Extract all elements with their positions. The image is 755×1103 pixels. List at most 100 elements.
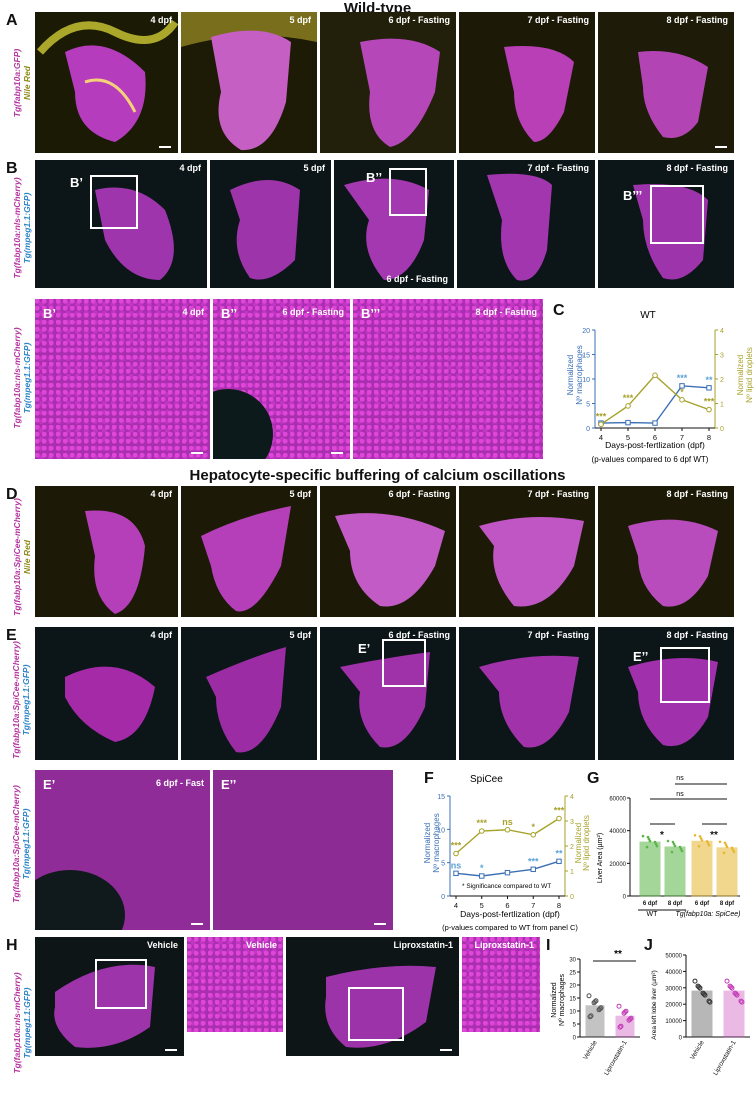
- left-tick-label: 10: [582, 377, 590, 384]
- category-label: 6 dpf: [695, 901, 710, 907]
- data-point: [653, 840, 657, 844]
- lipid-point: [598, 421, 604, 428]
- data-point: [724, 843, 728, 847]
- liver-shape: [181, 627, 317, 760]
- y-tick-label: 10000: [665, 1019, 682, 1025]
- zoom-e1-caption: 6 dpf - Fast: [155, 778, 204, 788]
- row-label-e-line2: Tg(mpeg1.1:GFP): [21, 664, 31, 736]
- chart-i-ylabel-2: Nº macrophages: [559, 974, 566, 1026]
- chart-f-left-label-2: Nº macrophages: [432, 813, 441, 872]
- x-tick-label: 4: [599, 433, 603, 442]
- data-point: [707, 999, 713, 1005]
- row-label-h-line1: Tg(fabp10a:nls-mCherry): [12, 972, 22, 1074]
- macrophage-point: [652, 420, 658, 426]
- left-tick-label: 0: [586, 426, 590, 433]
- data-point: [731, 848, 735, 852]
- chart-i-sig: **: [614, 949, 622, 960]
- x-tick-label: 8: [557, 901, 561, 910]
- panel-letter-h: H: [6, 937, 18, 954]
- liver-shape: [320, 627, 456, 760]
- panel-letter-j: J: [644, 937, 653, 954]
- panel-letter-g: G: [587, 770, 600, 787]
- chart-g-sig-top: ns: [676, 775, 684, 782]
- lipid-point: [504, 826, 511, 833]
- y-tick-label: 20000: [609, 862, 626, 868]
- chart-f-title: SpiCee: [470, 774, 503, 785]
- zoom-e2: E’’: [213, 770, 393, 930]
- macrophage-point: [556, 858, 562, 865]
- data-point: [648, 839, 652, 843]
- caption-e-1: 4 dpf: [150, 630, 173, 640]
- liver-shape: [35, 486, 178, 617]
- panel-letter-b: B: [6, 160, 18, 177]
- category-label: Liproxstatin-1: [603, 1039, 629, 1077]
- left-tick-label: 5: [586, 402, 590, 409]
- chart-j-ylabel: Area left lobe liver (µm²): [651, 970, 658, 1040]
- image-e-8dpf: E’’ 8 dpf - Fasting: [598, 627, 734, 760]
- data-point: [645, 845, 649, 849]
- data-point: [628, 1015, 634, 1021]
- row-label-h: Tg(fabp10a:nls-mCherry) Tg(mpeg1.1:GFP): [12, 943, 32, 1103]
- image-e-4dpf: 4 dpf: [35, 627, 178, 760]
- left-tick-label: 5: [441, 861, 445, 868]
- zoom-b1: B’ 4 dpf: [35, 299, 210, 459]
- right-tick-label: 3: [570, 819, 574, 826]
- panel-letter-e: E: [6, 627, 17, 644]
- lipid-point: [453, 850, 459, 857]
- data-point: [700, 990, 706, 996]
- macrophage-point: [453, 870, 459, 877]
- data-point: [718, 840, 722, 844]
- panel-letter-d: D: [6, 486, 18, 503]
- zoom-e1: E’ 6 dpf - Fast: [35, 770, 210, 930]
- data-point: [641, 834, 645, 838]
- scale-bar: [331, 452, 343, 454]
- scale-bar: [374, 923, 386, 925]
- bar: [716, 847, 738, 897]
- data-point: [730, 846, 734, 850]
- macrophage-point: [706, 385, 712, 391]
- lipid-point: [556, 815, 562, 822]
- data-point: [706, 998, 712, 1004]
- lipid-point: [652, 372, 658, 379]
- y-tick-label: 40000: [609, 829, 626, 835]
- zoom-b2-label: B’’: [221, 306, 238, 321]
- image-e-5dpf: 5 dpf: [181, 627, 317, 760]
- data-point: [722, 851, 726, 855]
- sig-label: ns: [451, 860, 462, 870]
- sig-label: ***: [704, 397, 715, 407]
- lipid-point: [679, 397, 685, 403]
- panel-letter-i: I: [546, 937, 551, 954]
- data-point: [616, 1003, 622, 1009]
- zoom-box-h2: [348, 987, 404, 1041]
- sub-label-e2: E’’: [633, 649, 649, 664]
- left-tick-label: 20: [582, 328, 590, 335]
- liver-shape: [459, 627, 595, 760]
- caption-d-5: 8 dpf - Fasting: [666, 489, 729, 499]
- data-point: [700, 838, 704, 842]
- image-d-8dpf: 8 dpf - Fasting: [598, 486, 734, 617]
- chart-j: Area left lobe liver (µm²) 0 10000 20000 30…: [651, 954, 750, 1077]
- sub-label-b2: B’’: [366, 170, 383, 185]
- caption-d-1: 4 dpf: [150, 489, 173, 499]
- dark-region: [213, 389, 273, 459]
- liver-shape: [35, 937, 184, 1056]
- data-point: [727, 983, 733, 989]
- x-tick-label: 5: [480, 901, 484, 910]
- image-d-6dpf: 6 dpf - Fasting: [320, 486, 456, 617]
- chart-f-right-label-1: Normalized: [574, 823, 583, 863]
- zoom-b3-label: B’’’: [361, 306, 381, 321]
- image-d-7dpf: 7 dpf - Fasting: [459, 486, 595, 617]
- caption-d-3: 6 dpf - Fasting: [388, 489, 451, 499]
- x-tick-label: 4: [454, 901, 458, 910]
- zoom-b1-label: B’: [43, 306, 56, 321]
- caption-h-3: Liproxstatin-1: [393, 940, 453, 950]
- data-point: [588, 1013, 594, 1019]
- data-point: [699, 836, 703, 840]
- image-h-vehicle-zoom: Vehicle: [187, 937, 283, 1032]
- right-tick-label: 2: [570, 844, 574, 851]
- zoom-e1-label: E’: [43, 777, 56, 792]
- bar: [639, 841, 661, 897]
- chart-i: Normalized Nº macrophages ** 0 5 10 15 20 25 3…: [551, 949, 640, 1077]
- data-point: [706, 841, 710, 845]
- data-point: [725, 845, 729, 849]
